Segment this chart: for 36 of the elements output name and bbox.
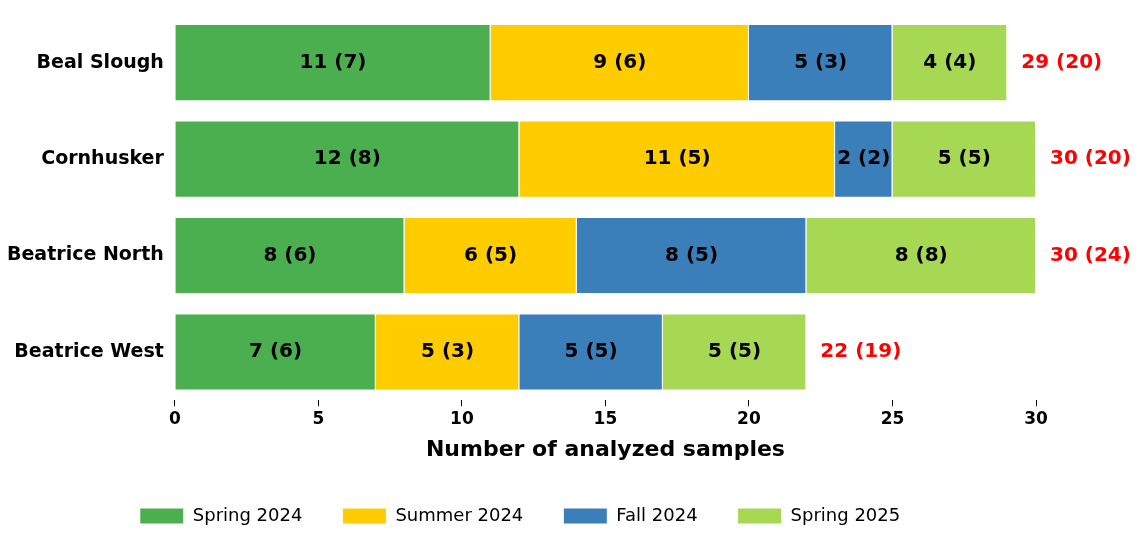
x-axis-title: Number of analyzed samples [425, 435, 785, 461]
x-tick-label: 0 [168, 407, 181, 428]
x-tick-label: 15 [593, 407, 618, 428]
total-label: 30 (20) [1050, 145, 1131, 170]
x-tick-label: 10 [450, 407, 474, 428]
x-tick-label: 20 [737, 407, 761, 428]
data-label: 5 (5) [564, 338, 618, 363]
data-label: 6 (5) [464, 241, 518, 266]
data-label: 7 (6) [249, 338, 303, 363]
legend-label: Spring 2025 [790, 503, 901, 525]
data-label: 8 (5) [665, 241, 719, 266]
data-label: 5 (5) [937, 145, 991, 170]
data-label: 11 (5) [643, 145, 711, 170]
data-label: 8 (6) [263, 241, 317, 266]
total-label: 22 (19) [820, 338, 902, 363]
y-tick-label: Beatrice West [14, 338, 164, 361]
legend-label: Fall 2024 [616, 503, 698, 525]
total-label: 29 (20) [1021, 48, 1103, 73]
x-tick-label: 25 [880, 407, 905, 428]
data-label: 9 (6) [593, 48, 647, 73]
data-label: 4 (4) [923, 48, 977, 73]
y-tick-label: Beal Slough [36, 49, 164, 72]
data-label: 11 (7) [299, 48, 367, 73]
x-tick-label: 30 [1024, 407, 1048, 428]
y-tick-label: Cornhusker [41, 146, 165, 169]
data-label: 5 (3) [794, 48, 848, 73]
x-tick-label: 5 [312, 407, 325, 428]
data-label: 2 (2) [837, 145, 891, 170]
data-label: 5 (3) [421, 338, 475, 363]
data-label: 12 (8) [313, 145, 381, 170]
legend-label: Summer 2024 [395, 503, 524, 525]
legend-label: Spring 2024 [192, 503, 303, 525]
data-label: 8 (8) [894, 241, 948, 266]
data-label: 5 (5) [708, 338, 762, 363]
total-label: 30 (24) [1050, 241, 1131, 266]
y-tick-label: Beatrice North [6, 242, 164, 265]
